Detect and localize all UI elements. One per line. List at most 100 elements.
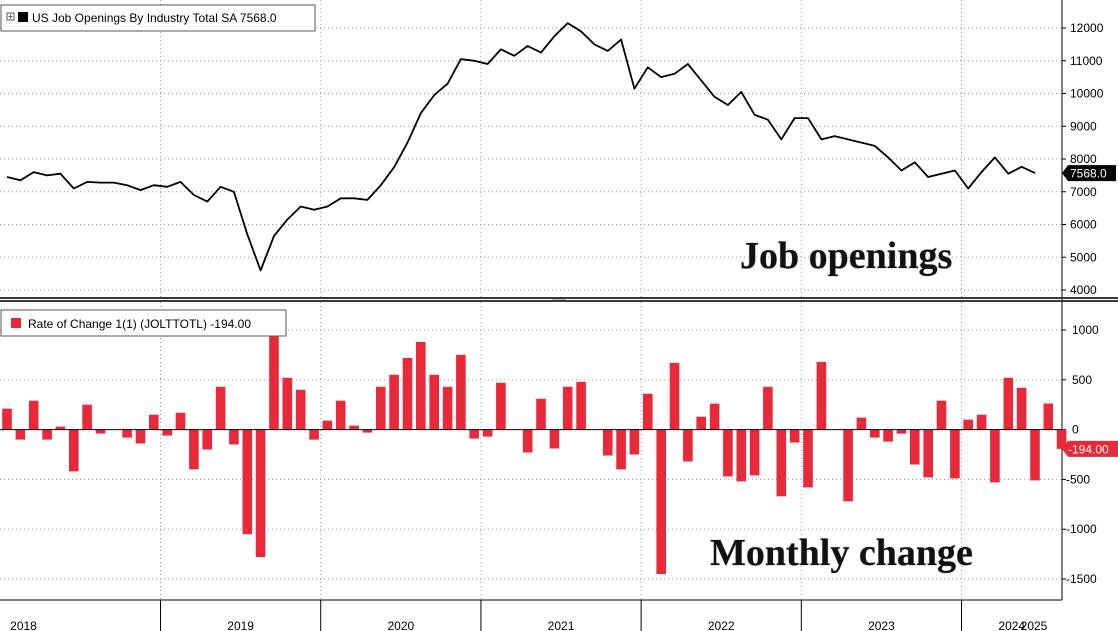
change-bar xyxy=(429,374,439,430)
change-bar xyxy=(376,386,386,430)
change-bars xyxy=(2,335,1067,574)
top-annotation: Job openings xyxy=(740,235,952,277)
change-bar xyxy=(696,416,706,430)
change-bar xyxy=(870,429,880,438)
change-bar xyxy=(496,382,506,430)
change-bar xyxy=(843,429,853,502)
bottom-legend-box xyxy=(0,309,287,337)
year-label: 2018 xyxy=(10,619,37,631)
change-bar xyxy=(416,342,426,430)
change-bar xyxy=(82,404,92,430)
top-tick-label: 9000 xyxy=(1070,119,1097,133)
bottom-y-axis: -1500 -1000 -500 0 500 1000 xyxy=(1062,323,1099,586)
change-bar xyxy=(389,374,399,430)
top-legend-text: US Job Openings By Industry Total SA 756… xyxy=(32,11,277,25)
change-bar xyxy=(683,429,693,462)
top-tick-label: 7000 xyxy=(1070,185,1097,199)
change-bar xyxy=(1056,429,1067,449)
change-bar xyxy=(803,429,813,488)
change-bar xyxy=(135,429,146,444)
change-bar xyxy=(55,426,66,430)
bottom-annotation: Monthly change xyxy=(710,532,973,574)
plot-frames xyxy=(0,0,1118,601)
top-tick-label: 11000 xyxy=(1070,54,1103,68)
top-y-axis: 4000 5000 6000 7000 8000 9000 10000 11000 12000 xyxy=(1062,21,1104,297)
change-bar xyxy=(1043,403,1054,430)
top-tick-label: 4000 xyxy=(1070,283,1097,297)
change-bar xyxy=(175,412,186,430)
change-bar xyxy=(349,425,359,430)
bottom-last-value-text: -194.00 xyxy=(1068,442,1109,456)
top-last-value-bg xyxy=(1062,165,1116,182)
change-bar xyxy=(482,429,493,437)
change-bar xyxy=(69,429,79,472)
bottom-legend[interactable]: Rate of Change 1(1) (JOLTTOTL) -194.00 xyxy=(0,309,287,337)
top-tick-label: 5000 xyxy=(1070,250,1097,264)
change-bar xyxy=(723,429,733,477)
change-bar xyxy=(629,429,640,455)
change-bar xyxy=(776,429,787,497)
change-bar xyxy=(976,414,987,430)
change-bar xyxy=(42,429,52,440)
change-bar xyxy=(536,398,546,430)
change-bar xyxy=(309,429,319,440)
bottom-legend-text: Rate of Change 1(1) (JOLTTOTL) -194.00 xyxy=(28,317,251,331)
bottom-tick-label: 500 xyxy=(1072,373,1092,387)
year-label: 2023 xyxy=(868,619,895,631)
change-bar xyxy=(402,357,413,430)
change-bar xyxy=(1016,387,1027,430)
change-bar xyxy=(669,362,680,430)
change-bar xyxy=(269,335,279,430)
change-bar xyxy=(616,429,626,470)
year-label: 2024 xyxy=(998,619,1025,631)
top-tick-label: 8000 xyxy=(1070,152,1097,166)
bottom-tick-label: -500 xyxy=(1066,472,1090,486)
change-bar xyxy=(709,403,720,430)
change-bar xyxy=(736,429,747,482)
change-bar xyxy=(282,377,293,430)
change-bar xyxy=(1030,429,1040,481)
top-tick-label: 6000 xyxy=(1070,218,1097,232)
change-bar xyxy=(749,429,760,476)
change-bar xyxy=(162,429,172,436)
change-bar xyxy=(763,386,773,430)
bottom-tick-label: -1000 xyxy=(1066,522,1097,536)
top-legend[interactable]: US Job Openings By Industry Total SA 756… xyxy=(0,4,316,32)
change-bar xyxy=(656,429,666,574)
change-bar xyxy=(95,429,106,434)
line-swatch-icon xyxy=(18,12,28,22)
change-bar xyxy=(910,429,920,465)
change-bar xyxy=(562,386,573,430)
change-bar xyxy=(229,429,239,445)
change-bar xyxy=(255,429,266,558)
change-bar xyxy=(362,429,373,433)
change-bar xyxy=(215,386,226,430)
change-bar xyxy=(923,429,933,478)
top-legend-box xyxy=(0,4,316,32)
change-bar xyxy=(2,408,12,430)
year-label: 2025 xyxy=(1021,619,1048,631)
change-bar xyxy=(789,429,800,443)
change-bar xyxy=(549,429,560,449)
change-bar xyxy=(456,354,466,430)
change-bar xyxy=(856,417,867,430)
year-label: 2019 xyxy=(227,619,254,631)
change-bar xyxy=(469,429,479,439)
top-gridlines xyxy=(0,27,1062,291)
change-bar xyxy=(122,429,132,438)
bottom-tick-label: 1000 xyxy=(1072,323,1099,337)
change-bar xyxy=(442,386,453,430)
change-bar xyxy=(816,361,827,430)
change-bar xyxy=(963,419,973,430)
change-bar xyxy=(202,429,212,450)
change-bar xyxy=(295,389,306,430)
bar-swatch-icon xyxy=(11,318,21,328)
year-label: 2022 xyxy=(708,619,735,631)
change-bar xyxy=(28,400,39,430)
change-bar xyxy=(576,381,586,430)
change-bar xyxy=(522,429,533,453)
change-bar xyxy=(643,393,653,430)
job-openings-line xyxy=(6,22,1036,272)
change-bar xyxy=(322,420,333,430)
